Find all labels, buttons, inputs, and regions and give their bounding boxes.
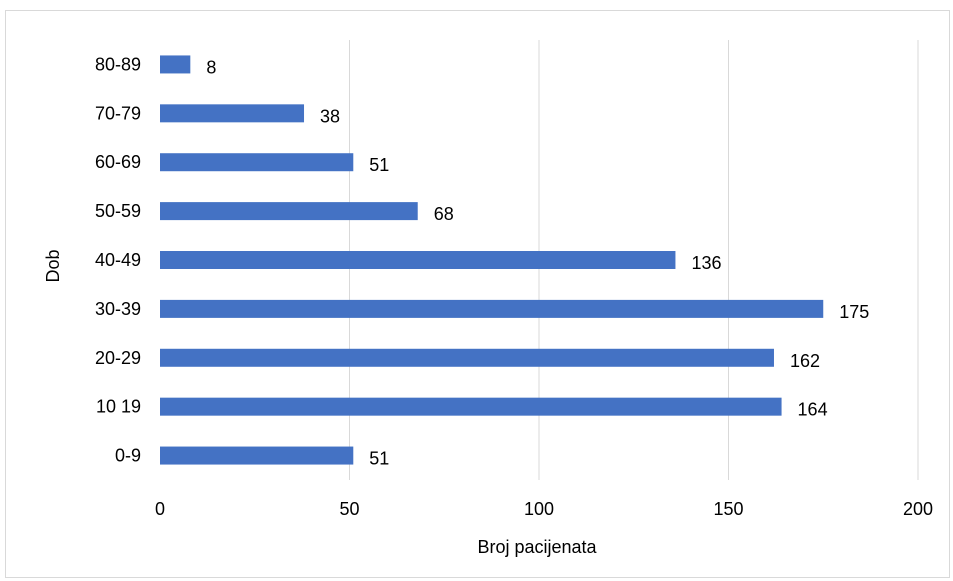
bar-0-9 (160, 446, 354, 465)
x-tick-100: 100 (524, 499, 554, 519)
y-tick-80-89: 80-89 (95, 54, 141, 74)
x-tick-labels: 0 50 100 150 200 (155, 499, 933, 519)
y-tick-30-39: 30-39 (95, 299, 141, 319)
y-tick-20-29: 20-29 (95, 348, 141, 368)
y-tick-70-79: 70-79 (95, 103, 141, 123)
data-label-30-39: 175 (839, 302, 869, 322)
y-tick-60-69: 60-69 (95, 152, 141, 172)
chart-frame (5, 10, 950, 578)
y-tick-40-49: 40-49 (95, 250, 141, 270)
bar-80-89 (160, 55, 191, 74)
data-label-20-29: 162 (790, 351, 820, 371)
data-label-50-59: 68 (434, 204, 454, 224)
x-tick-150: 150 (713, 499, 743, 519)
data-label-60-69: 51 (369, 155, 389, 175)
data-labels: 51 164 162 175 136 68 51 38 8 (206, 57, 869, 468)
x-tick-0: 0 (155, 499, 165, 519)
y-tick-50-59: 50-59 (95, 201, 141, 221)
bar-60-69 (160, 153, 354, 172)
x-tick-50: 50 (339, 499, 359, 519)
y-tick-0-9: 0-9 (115, 446, 141, 466)
bar-30-39 (160, 299, 824, 318)
y-tick-labels: 0-9 10 19 20-29 30-39 40-49 50-59 60-69 70-79 80… (95, 54, 141, 465)
bar-10-19 (160, 397, 782, 416)
data-label-40-49: 136 (691, 253, 721, 273)
data-label-10-19: 164 (798, 400, 828, 420)
data-label-80-89: 8 (206, 57, 216, 77)
bar-40-49 (160, 251, 676, 269)
y-axis-title: Dob (43, 249, 63, 282)
y-tick-10-19: 10 19 (96, 397, 141, 417)
x-axis-title: Broj pacijenata (477, 537, 597, 557)
bar-50-59 (160, 202, 418, 221)
data-label-70-79: 38 (320, 106, 340, 126)
data-label-0-9: 51 (369, 449, 389, 469)
bar-20-29 (160, 348, 774, 367)
bars (160, 55, 824, 465)
bar-70-79 (160, 104, 305, 123)
x-tick-200: 200 (903, 499, 933, 519)
